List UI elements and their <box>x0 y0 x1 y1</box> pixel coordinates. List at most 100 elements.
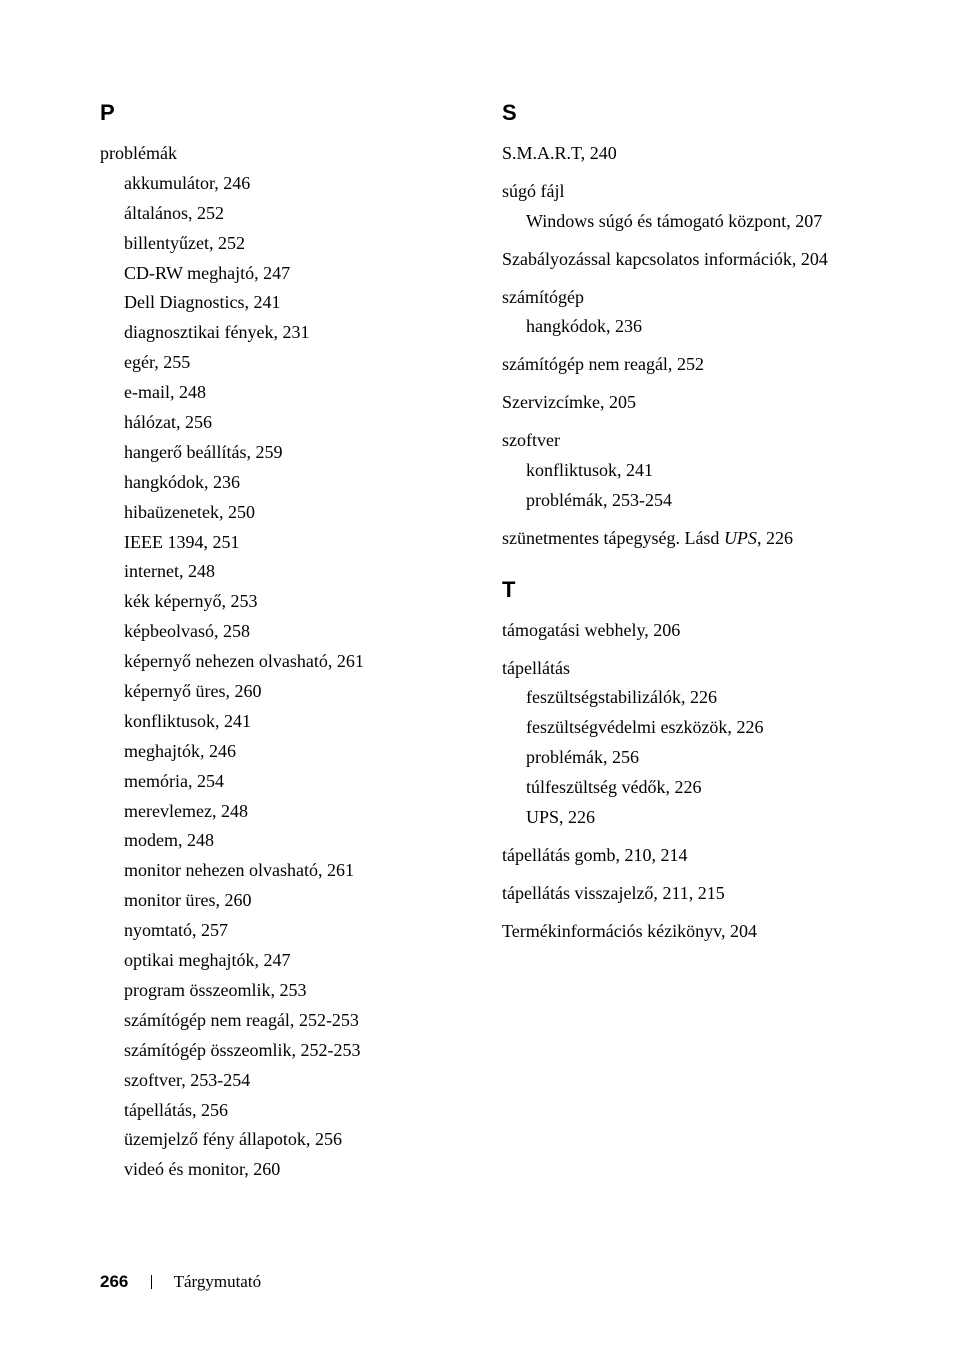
entry-text: S.M.A.R.T, <box>502 143 590 163</box>
entry-page: 261 <box>337 651 364 671</box>
entry-page: 253-254 <box>190 1070 250 1090</box>
entry-text: akkumulátor, <box>124 173 223 193</box>
index-subentry: képernyő nehezen olvasható, 261 <box>100 648 462 676</box>
index-subentry: UPS, 226 <box>502 804 864 832</box>
index-subentry: konfliktusok, 241 <box>100 708 462 736</box>
entry-text: számítógép nem reagál, <box>502 354 677 374</box>
entry-page: 226 <box>736 717 763 737</box>
entry-text: tápellátás, <box>124 1100 201 1120</box>
index-subentry: monitor üres, 260 <box>100 887 462 915</box>
index-subentry: kék képernyő, 253 <box>100 588 462 616</box>
entry-text: program összeomlik, <box>124 980 279 1000</box>
index-subentry: konfliktusok, 241 <box>502 457 864 485</box>
entry-text: Szervizcímke, <box>502 392 609 412</box>
entry-page: 253 <box>279 980 306 1000</box>
entry-after-italic: , <box>757 528 766 548</box>
entry-page: 246 <box>209 741 236 761</box>
entry-page: 260 <box>225 890 252 910</box>
index-subentry: diagnosztikai fények, 231 <box>100 319 462 347</box>
index-entry: szünetmentes tápegység. Lásd UPS, 226 <box>502 525 864 553</box>
entry-text: e-mail, <box>124 382 179 402</box>
entry-page: 204 <box>730 921 757 941</box>
index-entry: problémák <box>100 140 462 168</box>
index-entry: Termékinformációs kézikönyv, 204 <box>502 918 864 946</box>
entry-page: 241 <box>224 711 251 731</box>
index-entry: tápellátás gomb, 210, 214 <box>502 842 864 870</box>
entry-page: 236 <box>615 316 642 336</box>
page-footer: 266 Tárgymutató <box>100 1272 261 1292</box>
index-subentry: hangerő beállítás, 259 <box>100 439 462 467</box>
entry-page: 236 <box>213 472 240 492</box>
section-letter: S <box>502 100 864 126</box>
index-subentry: képbeolvasó, 258 <box>100 618 462 646</box>
entry-text: problémák, <box>526 747 612 767</box>
entry-text: Szabályozással kapcsolatos információk, <box>502 249 801 269</box>
entry-text: hangkódok, <box>124 472 213 492</box>
entry-text: hibaüzenetek, <box>124 502 228 522</box>
entry-page: 211, 215 <box>662 883 724 903</box>
entry-page: 251 <box>212 532 239 552</box>
index-subentry: CD-RW meghajtó, 247 <box>100 260 462 288</box>
entry-page: 248 <box>221 801 248 821</box>
entry-text: támogatási webhely, <box>502 620 653 640</box>
footer-separator <box>151 1275 152 1289</box>
entry-page: 259 <box>255 442 282 462</box>
index-subentry: e-mail, 248 <box>100 379 462 407</box>
footer-label: Tárgymutató <box>174 1272 262 1291</box>
index-subentry: problémák, 253-254 <box>502 487 864 515</box>
index-subentry: Dell Diagnostics, 241 <box>100 289 462 317</box>
entry-page: 241 <box>626 460 653 480</box>
entry-text: hangerő beállítás, <box>124 442 255 462</box>
entry-text: tápellátás gomb, <box>502 845 624 865</box>
entry-text: súgó fájl <box>502 181 565 201</box>
entry-page: 253-254 <box>612 490 672 510</box>
entry-page: 260 <box>234 681 261 701</box>
entry-page: 252-253 <box>299 1010 359 1030</box>
entry-text: problémák, <box>526 490 612 510</box>
index-subentry: internet, 248 <box>100 558 462 586</box>
entry-page: 247 <box>263 950 290 970</box>
entry-page: 226 <box>690 687 717 707</box>
entry-text: CD-RW meghajtó, <box>124 263 263 283</box>
entry-text: Windows súgó és támogató központ, <box>526 211 795 231</box>
index-subentry: egér, 255 <box>100 349 462 377</box>
index-entry: Szabályozással kapcsolatos információk, … <box>502 246 864 274</box>
entry-page: 256 <box>185 412 212 432</box>
entry-text: hálózat, <box>124 412 185 432</box>
entry-page: 260 <box>253 1159 280 1179</box>
index-entry: tápellátás <box>502 655 864 683</box>
index-subentry: üzemjelző fény állapotok, 256 <box>100 1126 462 1154</box>
entry-text: általános, <box>124 203 197 223</box>
index-entry: Szervizcímke, 205 <box>502 389 864 417</box>
index-subentry: tápellátás, 256 <box>100 1097 462 1125</box>
entry-page: 241 <box>253 292 280 312</box>
entry-text: szoftver, <box>124 1070 190 1090</box>
index-subentry: hangkódok, 236 <box>100 469 462 497</box>
entry-page: 248 <box>187 830 214 850</box>
entry-page: 252 <box>218 233 245 253</box>
index-subentry: videó és monitor, 260 <box>100 1156 462 1184</box>
entry-page: 205 <box>609 392 636 412</box>
entry-text: kék képernyő, <box>124 591 230 611</box>
left-column: Pproblémák akkumulátor, 246 általános, 252… <box>100 100 462 1186</box>
entry-text: számítógép nem reagál, <box>124 1010 299 1030</box>
section-letter: P <box>100 100 462 126</box>
entry-page: 240 <box>590 143 617 163</box>
index-subentry: billentyűzet, 252 <box>100 230 462 258</box>
entry-text: monitor nehezen olvasható, <box>124 860 327 880</box>
entry-text: egér, <box>124 352 163 372</box>
index-subentry: meghajtók, 246 <box>100 738 462 766</box>
index-entry: számítógép nem reagál, 252 <box>502 351 864 379</box>
entry-text: diagnosztikai fények, <box>124 322 282 342</box>
index-subentry: szoftver, 253-254 <box>100 1067 462 1095</box>
entry-text: feszültségstabilizálók, <box>526 687 690 707</box>
index-subentry: feszültségvédelmi eszközök, 226 <box>502 714 864 742</box>
entry-page: 207 <box>795 211 822 231</box>
index-entry: súgó fájl <box>502 178 864 206</box>
index-subentry: hibaüzenetek, 250 <box>100 499 462 527</box>
entry-text: számítógép összeomlik, <box>124 1040 300 1060</box>
entry-text: Termékinformációs kézikönyv, <box>502 921 730 941</box>
entry-text: UPS, <box>526 807 568 827</box>
index-subentry: nyomtató, 257 <box>100 917 462 945</box>
entry-page: 258 <box>223 621 250 641</box>
